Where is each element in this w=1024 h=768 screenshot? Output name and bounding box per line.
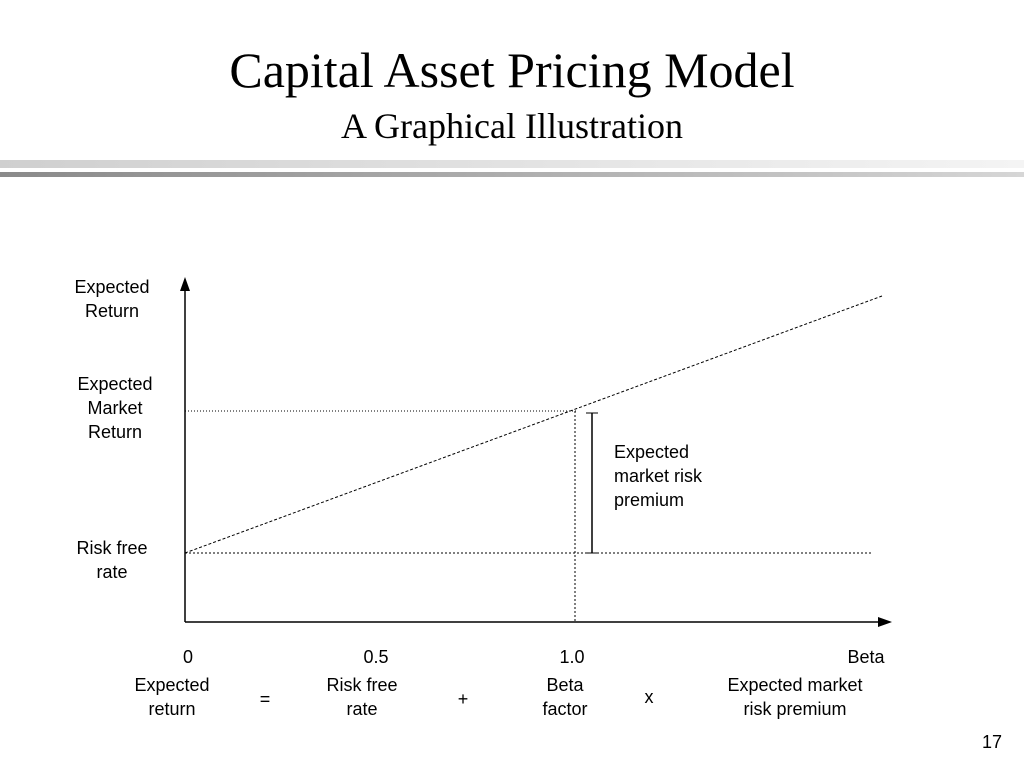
x-tick-1-0: 1.0: [559, 647, 585, 667]
formula-expected-return: Expected return: [134, 675, 210, 719]
formula-risk-free-rate: Risk free rate: [326, 675, 398, 719]
slide-title: Capital Asset Pricing Model: [229, 42, 795, 98]
x-axis-arrow: [878, 617, 892, 627]
x-tick-0-5: 0.5: [363, 647, 389, 667]
y-axis-label: Expected Return: [74, 277, 150, 321]
security-market-line: [184, 295, 883, 554]
title-divider-top: [0, 160, 1024, 168]
slide-subtitle: A Graphical Illustration: [341, 106, 683, 146]
risk-free-rate-label: Risk free rate: [76, 538, 148, 582]
expected-market-return-label: Expected Market Return: [77, 374, 153, 442]
formula-plus: +: [457, 689, 469, 709]
title-divider-bottom: [0, 172, 1024, 177]
page-number: 17: [981, 732, 1002, 752]
x-axis-label: Beta: [847, 647, 885, 667]
formula-times: x: [644, 687, 654, 707]
x-tick-0: 0: [182, 647, 193, 667]
formula-equals: =: [259, 689, 271, 709]
y-axis-arrow: [180, 277, 190, 291]
formula-beta-factor: Beta factor: [542, 675, 588, 719]
premium-label: Expected market risk premium: [614, 442, 703, 510]
formula-expected-market-risk-premium: Expected market risk premium: [727, 675, 863, 719]
